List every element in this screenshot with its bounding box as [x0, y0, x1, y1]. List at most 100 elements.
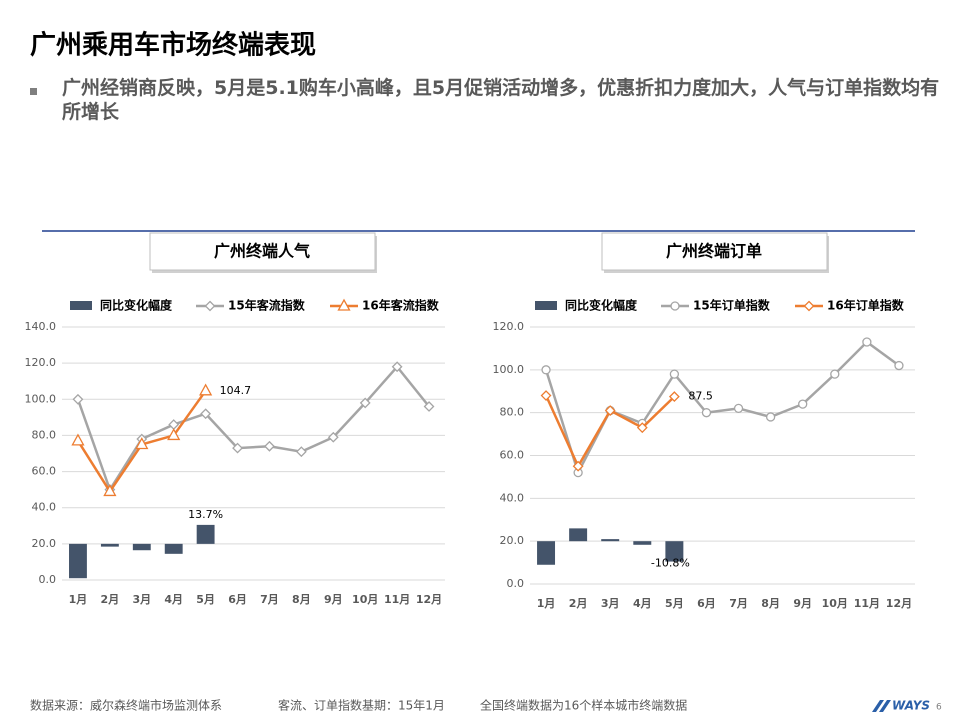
point — [264, 440, 275, 452]
footer-note: 全国终端数据为16个样本城市终端数据 — [480, 698, 687, 713]
bullet-box: 广州经销商反映，5月是5.1购车小高峰，且5月促销活动增多，优惠折扣力度加大，人… — [62, 77, 940, 123]
data-label: 13.7% — [188, 508, 223, 521]
y-tick-label: 40.0 — [500, 491, 525, 504]
chart-title: 广州终端订单 — [666, 242, 762, 261]
y-tick-label: 100.0 — [25, 392, 57, 405]
y-tick-label: 120.0 — [493, 320, 525, 333]
bar — [100, 543, 119, 547]
legend-swatch — [70, 301, 92, 310]
point — [135, 437, 149, 450]
point — [167, 428, 181, 441]
page-number: 6 — [936, 703, 942, 713]
chart-heading-box — [601, 232, 828, 271]
logo-mark — [872, 700, 891, 712]
point — [391, 361, 403, 373]
point — [200, 408, 212, 420]
legend-label: 16年订单指数 — [827, 298, 905, 313]
bar — [601, 539, 620, 542]
bar — [164, 543, 183, 554]
x-tick-label: 10月 — [822, 597, 848, 610]
charts: 广州终端人气 0.0 20.0 40.0 60.0 80.0 100.0 120.0 140.0… — [25, 232, 915, 610]
bullet-mark — [30, 88, 37, 95]
x-tick-label: 12月 — [416, 593, 442, 606]
y-tick-label: 40.0 — [32, 501, 57, 514]
x-tick-label: 10月 — [352, 593, 378, 606]
footer-base: 客流、订单指数基期：15年1月 — [278, 698, 445, 713]
legend-label: 15年订单指数 — [693, 298, 771, 313]
x-tick-label: 6月 — [697, 597, 716, 610]
y-tick-label: 100.0 — [493, 363, 525, 376]
bar — [633, 541, 652, 545]
point — [541, 365, 551, 375]
point — [669, 369, 680, 379]
bar — [537, 541, 556, 565]
y-tick-label: 20.0 — [32, 537, 57, 550]
x-tick-label: 7月 — [729, 597, 748, 610]
legend-swatch — [535, 301, 557, 310]
point — [670, 301, 680, 311]
point — [830, 369, 840, 379]
x-tick-label: 1月 — [69, 593, 88, 606]
footer-source: 数据来源：威尔森终端市场监测体系 — [30, 698, 222, 713]
bar — [132, 543, 151, 551]
x-tick-label: 4月 — [633, 597, 652, 610]
x-tick-label: 8月 — [761, 597, 780, 610]
y-tick-label: 140.0 — [25, 320, 57, 333]
point — [327, 431, 339, 443]
y-tick-label: 20.0 — [500, 534, 525, 547]
point — [295, 446, 307, 458]
legend-label: 同比变化幅度 — [100, 298, 173, 313]
point — [668, 391, 680, 403]
x-tick-label: 6月 — [228, 593, 247, 606]
point — [572, 460, 584, 472]
x-tick-label: 2月 — [569, 597, 588, 610]
x-tick-label: 8月 — [292, 593, 311, 606]
bar — [665, 541, 684, 562]
point — [204, 300, 216, 312]
point — [337, 298, 351, 311]
x-tick-label: 4月 — [164, 593, 183, 606]
data-label: 104.7 — [220, 384, 252, 397]
point — [894, 360, 904, 371]
bar — [569, 528, 588, 542]
point — [168, 419, 180, 431]
point — [199, 383, 213, 396]
bar — [69, 543, 87, 579]
point — [803, 300, 815, 312]
point — [636, 422, 648, 434]
x-tick-label: 11月 — [384, 593, 410, 606]
point — [359, 397, 371, 409]
point — [733, 403, 744, 414]
point — [232, 442, 243, 454]
point — [701, 408, 712, 418]
y-tick-label: 0.0 — [39, 573, 57, 586]
point — [765, 412, 776, 422]
x-tick-label: 2月 — [101, 593, 120, 606]
y-tick-label: 60.0 — [500, 449, 525, 462]
slide-title: 广州乘用车市场终端表现 — [30, 30, 316, 61]
bullet-text: 广州经销商反映，5月是5.1购车小高峰，且5月促销活动增多，优惠折扣力度加大，人… — [62, 77, 940, 123]
point — [604, 405, 616, 416]
x-tick-label: 7月 — [260, 593, 279, 606]
legend-label: 15年客流指数 — [228, 298, 306, 313]
y-tick-label: 80.0 — [32, 428, 57, 441]
x-tick-label: 3月 — [601, 597, 620, 610]
point — [798, 399, 808, 409]
x-tick-label: 1月 — [537, 597, 556, 610]
legend-label: 16年客流指数 — [362, 298, 440, 313]
data-label: 87.5 — [688, 390, 713, 403]
point — [71, 433, 85, 446]
chart-heading-box — [149, 232, 376, 271]
x-tick-label: 5月 — [665, 597, 684, 610]
point — [103, 484, 117, 497]
logo: WAYS — [892, 699, 930, 713]
x-tick-label: 3月 — [132, 593, 151, 606]
point — [423, 401, 435, 412]
line — [544, 340, 900, 476]
x-tick-label: 9月 — [793, 597, 812, 610]
x-tick-label: 5月 — [196, 593, 215, 606]
bar — [196, 524, 215, 544]
point — [540, 390, 552, 401]
data-label: -10.8% — [651, 557, 690, 570]
